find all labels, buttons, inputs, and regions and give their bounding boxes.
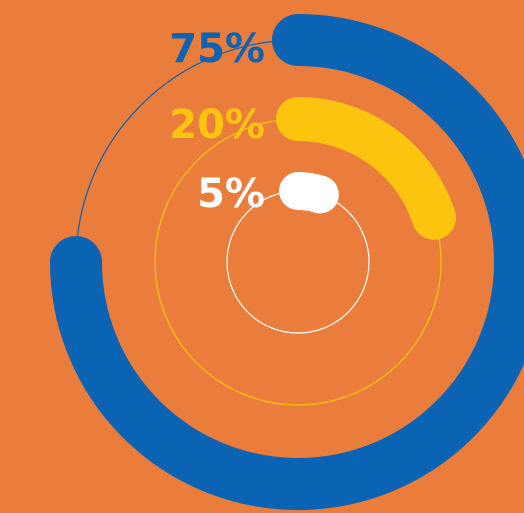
label-20-percent: 20% bbox=[169, 102, 265, 148]
progress-arcs bbox=[50, 14, 524, 510]
label-75-percent: 75% bbox=[169, 26, 265, 72]
arc-5-percent bbox=[279, 172, 339, 214]
label-5-percent: 5% bbox=[197, 171, 265, 217]
percent-labels: 75% 20% 5% bbox=[169, 26, 265, 217]
arc-75-percent bbox=[50, 14, 524, 510]
arc-20-percent bbox=[276, 97, 457, 240]
